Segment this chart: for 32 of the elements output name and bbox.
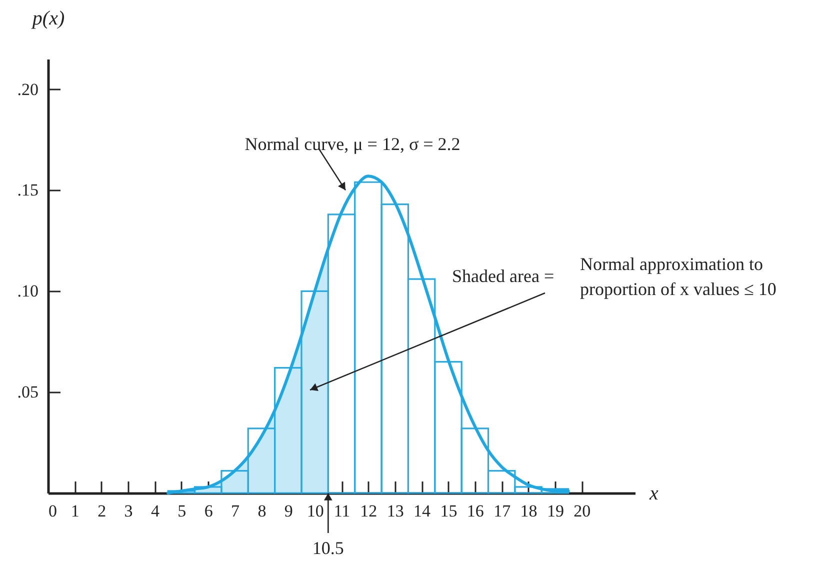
line-series (166, 174, 570, 494)
x-tick-label: 16 (466, 502, 484, 520)
x-tick-label: 10 (306, 502, 324, 520)
x-tick-label: 18 (520, 502, 538, 520)
x-tick-label: 5 (178, 502, 186, 520)
x-tick-label: 0 (48, 502, 57, 520)
y-tick-label: .10 (17, 282, 38, 301)
annotation: 10.5 (312, 538, 344, 558)
annotation: Normal curve, μ = 12, σ = 2.2 (244, 134, 460, 154)
x-tick-label: 4 (150, 502, 160, 520)
x-tick-label: 17 (494, 502, 512, 520)
x-tick-label: 7 (231, 502, 240, 520)
x-tick-label: 12 (360, 502, 378, 520)
x-tick-label: 8 (258, 502, 266, 520)
x-tick-label: 9 (284, 502, 293, 520)
y-tick-label: .20 (17, 80, 38, 99)
x-tick-label: 3 (124, 502, 133, 520)
x-tick-label: 20 (574, 502, 591, 520)
x-tick-label: 13 (386, 502, 404, 520)
x-tick-label: 14 (414, 502, 432, 520)
x-tick-label: 15 (440, 502, 458, 520)
x-tick-label: 6 (204, 502, 213, 520)
annotation: Shaded area = (452, 266, 554, 286)
x-tick-label: 11 (334, 502, 350, 520)
annotation: Normal approximation to proportion of x values ≤ 10 (580, 254, 776, 299)
y-tick-label: .05 (17, 382, 38, 402)
y-tick-label: .15 (17, 180, 38, 200)
x-tick-label: 2 (98, 502, 106, 520)
x-tick-label: 19 (546, 502, 564, 520)
x-tick-label: 1 (70, 502, 80, 520)
x-axis-title: x (648, 482, 658, 504)
y-axis-title: p(x) (30, 8, 65, 30)
